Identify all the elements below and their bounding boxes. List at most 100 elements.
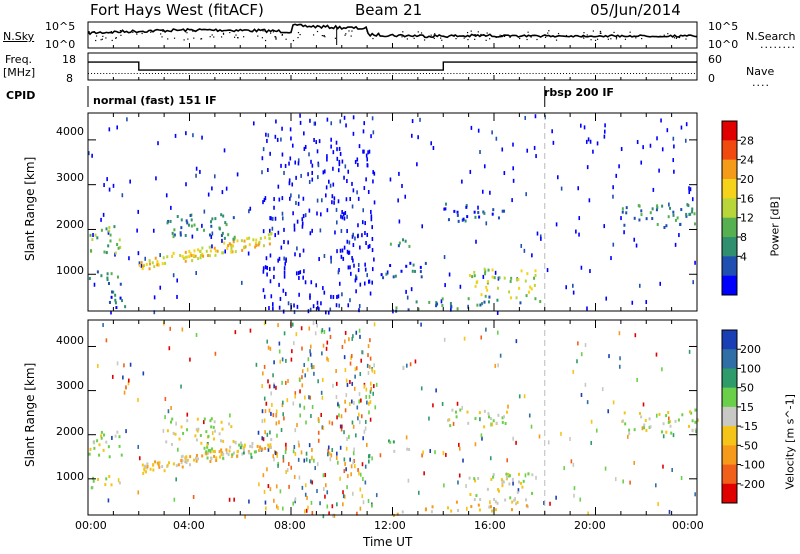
velocity-colorbar-swatch	[722, 349, 737, 369]
nave-point	[441, 73, 443, 74]
power-scatter-point	[269, 253, 272, 258]
velocity-echo-cell	[249, 444, 252, 448]
power-scatter-point	[318, 139, 321, 144]
nave-point	[496, 73, 498, 74]
velocity-scatter-point	[367, 353, 369, 358]
velocity-scatter-point	[294, 451, 297, 456]
velocity-scatter-point	[490, 422, 492, 427]
power-scatter-point	[329, 183, 332, 188]
velocity-scatter-point	[515, 339, 518, 344]
power-scatter-point	[410, 133, 413, 138]
velocity-scatter-point	[292, 449, 295, 454]
power-echo-cell	[190, 224, 193, 228]
velocity-scatter-point	[535, 475, 537, 480]
power-scatter-point	[121, 193, 124, 198]
nave-point	[349, 73, 351, 74]
noise-search-point	[474, 34, 477, 36]
power-scatter-point	[275, 119, 277, 124]
power-scatter-point	[297, 271, 300, 276]
power-scatter-point	[372, 130, 375, 135]
noise-search-point	[200, 38, 203, 40]
velocity-scatter-point	[349, 379, 351, 384]
nave-point	[148, 73, 150, 74]
velocity-scatter-point	[361, 462, 364, 467]
velocity-echo-cell	[687, 424, 690, 428]
velocity-echo-cell	[200, 441, 203, 445]
velocity-scatter-point	[285, 446, 287, 451]
power-echo-cell	[172, 251, 175, 255]
nave-point	[365, 73, 367, 74]
velocity-scatter-point	[414, 359, 417, 364]
velocity-scatter-point	[662, 434, 665, 439]
power-scatter-point	[448, 272, 451, 277]
power-echo-cell	[154, 256, 157, 260]
velocity-scatter-point	[328, 327, 331, 332]
velocity-scatter-point	[317, 379, 319, 384]
velocity-scatter-point	[305, 508, 308, 513]
power-echo-cell	[89, 233, 92, 237]
velocity-scatter-point	[269, 430, 271, 435]
velocity-scatter-point	[279, 489, 282, 494]
velocity-scatter-point	[304, 373, 307, 378]
noise-search-point	[200, 38, 202, 40]
power-scatter-point	[603, 224, 606, 229]
velocity-scatter-point	[137, 444, 140, 449]
velocity-scatter-point	[234, 330, 237, 335]
power-scatter-point	[269, 216, 271, 221]
velocity-scatter-point	[657, 502, 659, 507]
velocity-scatter-point	[316, 462, 319, 467]
velocity-scatter-point	[333, 513, 336, 518]
velocity-scatter-point	[296, 423, 298, 428]
nave-tick-top: 60	[708, 53, 722, 66]
velocity-scatter-point	[465, 484, 467, 489]
velocity-scatter-point	[283, 331, 286, 336]
velocity-echo-cell	[493, 497, 496, 501]
velocity-scatter-point	[335, 369, 337, 374]
noise-search-point	[600, 32, 602, 34]
power-scatter-point	[297, 201, 300, 206]
velocity-scatter-point	[409, 362, 412, 367]
velocity-scatter-point	[359, 372, 362, 377]
power-echo-cell	[107, 244, 110, 248]
noise-search-point	[440, 37, 442, 39]
velocity-echo-cell	[643, 423, 646, 427]
noise-search-point	[275, 37, 277, 39]
noise-search-point	[93, 31, 96, 33]
nave-point	[419, 73, 421, 74]
velocity-scatter-point	[361, 350, 363, 355]
power-echo-cell	[259, 236, 262, 240]
velocity-scatter-point	[368, 410, 370, 415]
power-scatter-point	[421, 224, 424, 229]
power-echo-cell	[209, 220, 212, 224]
velocity-echo-cell	[505, 475, 508, 479]
nave-point	[474, 73, 476, 74]
power-echo-cell	[124, 305, 127, 309]
velocity-echo-cell	[165, 440, 168, 444]
power-echo-cell	[526, 272, 529, 276]
power-scatter-point	[318, 257, 320, 262]
power-echo-cell	[667, 215, 670, 219]
power-echo-cell	[496, 286, 499, 290]
velocity-scatter-point	[547, 440, 550, 445]
noise-search-point	[323, 35, 325, 37]
velocity-scatter-point	[369, 400, 372, 405]
velocity-echo-cell	[688, 410, 691, 414]
velocity-echo-cell	[389, 440, 392, 444]
velocity-echo-cell	[508, 482, 511, 486]
power-echo-cell	[676, 216, 679, 220]
power-scatter-point	[288, 178, 291, 183]
velocity-scatter-point	[353, 401, 355, 406]
velocity-scatter-point	[327, 448, 329, 453]
power-scatter-point	[289, 196, 291, 201]
nave-point	[273, 73, 275, 74]
nave-point	[480, 73, 482, 74]
nave-point	[672, 73, 674, 74]
velocity-scatter-point	[195, 332, 198, 337]
noise-search-point	[495, 36, 497, 39]
noise-search-point	[270, 32, 272, 34]
power-scatter-point	[355, 274, 357, 279]
velocity-scatter-point	[336, 451, 338, 456]
power-scatter-point	[326, 117, 329, 122]
power-echo-cell	[414, 269, 417, 273]
velocity-scatter-point	[417, 490, 420, 495]
